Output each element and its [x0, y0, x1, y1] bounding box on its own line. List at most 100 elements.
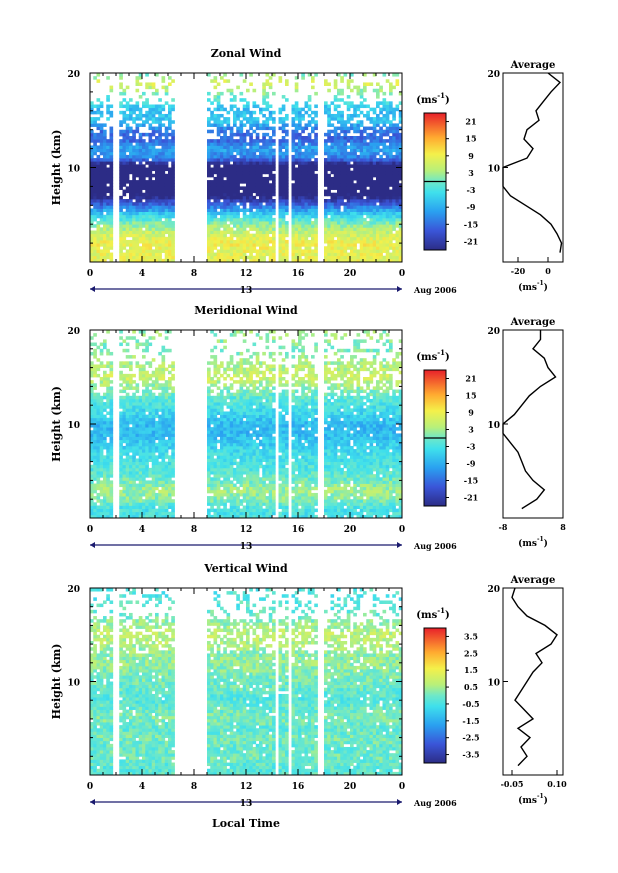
heatmap-cell [239, 120, 244, 124]
heatmap-cell [142, 392, 146, 397]
heatmap-cell [278, 126, 283, 131]
heatmap-cell [229, 221, 234, 225]
heatmap-cell [233, 117, 237, 121]
heatmap-cell [90, 477, 94, 481]
heatmap-cell [161, 224, 166, 228]
heatmap-cell [155, 246, 159, 250]
heatmap-cell [145, 436, 149, 441]
heatmap-cell [398, 208, 403, 212]
heatmap-cell [142, 395, 146, 400]
heatmap-cell [379, 202, 383, 206]
heatmap-cell [145, 252, 149, 257]
heatmap-cell [210, 208, 214, 212]
heatmap-cell [385, 173, 390, 178]
heatmap-cell [142, 186, 146, 190]
heatmap-cell [122, 405, 127, 409]
heatmap-cell [385, 211, 390, 216]
heatmap-cell [90, 386, 94, 390]
heatmap-cell [122, 496, 127, 500]
heatmap-cell [161, 158, 166, 162]
heatmap-cell [346, 170, 351, 175]
heatmap-cell [145, 82, 149, 86]
heatmap-cell [369, 252, 374, 257]
heatmap-cell [119, 433, 123, 437]
heatmap-cell [103, 217, 107, 222]
heatmap-cell [90, 464, 94, 469]
heatmap-cell [129, 211, 133, 216]
heatmap-cell [346, 126, 351, 131]
heatmap-cell [132, 436, 136, 441]
heatmap-cell [265, 79, 270, 83]
heatmap-cell [109, 129, 114, 134]
heatmap-cell [330, 239, 335, 244]
heatmap-cell [363, 154, 367, 159]
heatmap-cell [155, 158, 159, 162]
heatmap-cell [324, 107, 328, 112]
heatmap-cell [148, 214, 153, 219]
heatmap-cell [158, 189, 162, 194]
heatmap-cell [246, 154, 250, 159]
heatmap-cell [171, 192, 175, 197]
heatmap-cell [171, 511, 175, 516]
heatmap-cell [343, 145, 348, 149]
heatmap-cell [366, 233, 370, 238]
heatmap-cell [168, 202, 172, 206]
heatmap-cell [311, 139, 315, 143]
heatmap-cell [294, 167, 299, 172]
heatmap-cell [122, 492, 127, 497]
heatmap-cell [389, 88, 393, 93]
heatmap-cell [96, 126, 101, 131]
heatmap-cell [294, 221, 299, 225]
heatmap-cell [93, 211, 97, 216]
x-tick-label: 20 [344, 269, 357, 279]
heatmap-cell [103, 499, 107, 503]
heatmap-cell [90, 180, 94, 184]
heatmap-cell [281, 192, 286, 197]
heatmap-cell [298, 110, 302, 115]
heatmap-cell [262, 249, 266, 253]
heatmap-cell [294, 101, 299, 105]
heatmap-cell [106, 148, 110, 153]
heatmap-cell [330, 249, 335, 253]
heatmap-cell [389, 173, 393, 178]
heatmap-cell [262, 236, 266, 241]
heatmap-cell [236, 195, 240, 200]
y-axis-label: Height (km) [50, 130, 63, 206]
heatmap-cell [135, 505, 140, 509]
heatmap-cell [158, 205, 162, 209]
heatmap-cell [151, 471, 156, 475]
heatmap-cell [135, 508, 140, 513]
heatmap-cell [233, 154, 237, 159]
heatmap-cell [382, 104, 387, 109]
heatmap-cell [304, 252, 309, 257]
heatmap-cell [353, 214, 357, 219]
heatmap-cell [265, 132, 270, 137]
heatmap-cell [151, 205, 156, 209]
heatmap-cell [142, 333, 146, 337]
heatmap-cell [93, 414, 97, 419]
heatmap-cell [285, 117, 289, 121]
heatmap-cell [246, 129, 250, 134]
heatmap-cell [90, 154, 94, 159]
heatmap-cell [145, 389, 149, 394]
heatmap-cell [233, 142, 237, 146]
heatmap-cell [324, 82, 328, 86]
heatmap-cell [168, 420, 172, 425]
heatmap-cell [99, 486, 104, 491]
heatmap-cell [236, 252, 240, 257]
heatmap-cell [372, 189, 377, 194]
heatmap-cell [93, 104, 97, 109]
heatmap-cell [168, 348, 172, 353]
heatmap-cell [103, 258, 107, 263]
heatmap-cell [109, 136, 114, 140]
heatmap-cell [379, 85, 383, 90]
heatmap-cell [210, 211, 214, 216]
heatmap-cell [242, 221, 247, 225]
heatmap-cell [298, 161, 302, 165]
heatmap-cell [294, 113, 299, 118]
heatmap-cell [242, 239, 247, 244]
heatmap-cell [158, 224, 162, 228]
heatmap-cell [242, 117, 247, 121]
heatmap-cell [252, 183, 257, 187]
heatmap-cell [223, 192, 227, 197]
